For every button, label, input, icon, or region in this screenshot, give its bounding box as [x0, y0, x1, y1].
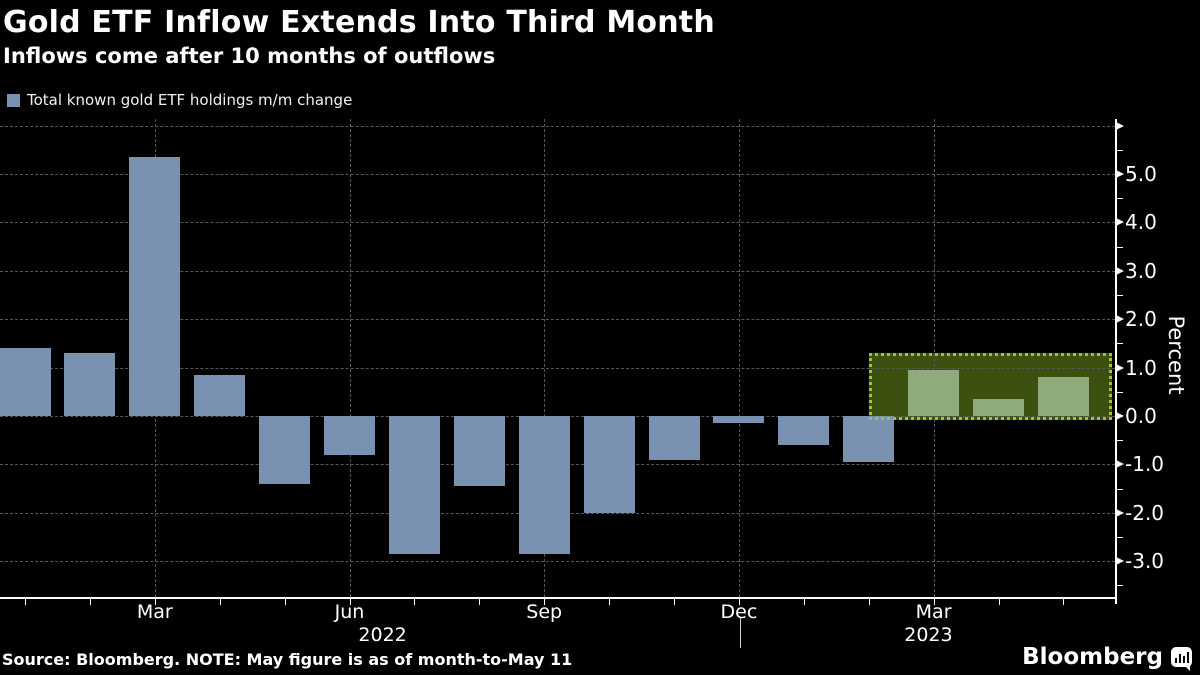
chart-title: Gold ETF Inflow Extends Into Third Month — [3, 5, 715, 40]
bloomberg-chart-bubble-icon — [1171, 647, 1192, 671]
y-axis-major-tick-arrow — [1116, 460, 1124, 469]
bar — [388, 416, 440, 554]
y-axis-tick-label: 3.0 — [1125, 258, 1157, 283]
bar — [648, 416, 700, 460]
x-axis-tick — [868, 599, 870, 605]
y-axis-tick-label: 5.0 — [1125, 162, 1157, 186]
bar — [713, 416, 765, 424]
bar — [259, 416, 311, 484]
x-axis-tick — [609, 599, 611, 605]
x-axis-tick — [738, 599, 740, 605]
y-axis-major-tick-arrow — [1116, 266, 1124, 275]
y-axis-tick-label: 2.0 — [1125, 307, 1157, 332]
h-gridline — [0, 561, 1115, 563]
y-axis-tick-label: -2.0 — [1125, 500, 1165, 525]
y-axis-minor-tick — [1116, 391, 1123, 393]
y-axis-minor-tick — [1116, 537, 1123, 538]
x-axis-year-label: 2022 — [358, 624, 407, 646]
x-axis-month-label: Mar — [136, 601, 173, 623]
bar — [453, 416, 505, 487]
y-axis-major-tick-arrow — [1116, 315, 1124, 324]
x-axis-month-label: Mar — [915, 601, 952, 623]
y-axis-minor-tick — [1116, 149, 1123, 151]
x-axis-tick — [154, 599, 156, 605]
highlight-region-border — [868, 353, 1112, 420]
x-axis-tick — [349, 599, 351, 605]
v-gridline — [349, 119, 351, 597]
y-axis-minor-tick — [1116, 440, 1123, 442]
y-axis-major-tick-arrow — [1116, 363, 1124, 372]
legend-swatch-icon — [7, 93, 20, 107]
bar — [129, 157, 181, 416]
chart-subtitle: Inflows come after 10 months of outflows — [3, 44, 496, 68]
y-axis-tick-label: 1.0 — [1125, 355, 1157, 380]
bar — [583, 416, 635, 513]
x-axis-tick — [803, 599, 805, 605]
h-gridline — [0, 270, 1115, 272]
bar — [194, 374, 246, 416]
y-axis-minor-tick — [1116, 246, 1123, 248]
x-axis-line — [0, 597, 1117, 599]
y-axis-major-tick-arrow — [1116, 170, 1124, 178]
x-axis-tick — [284, 599, 286, 605]
y-axis-tick-label: -1.0 — [1125, 452, 1165, 477]
h-gridline — [0, 174, 1115, 175]
y-axis-line — [1115, 119, 1117, 604]
y-axis-major-tick-arrow — [1116, 121, 1124, 130]
h-gridline — [0, 367, 1115, 369]
x-axis-tick — [219, 599, 221, 605]
bar — [908, 370, 960, 416]
x-axis-month-label: Jun — [334, 601, 365, 623]
bar — [778, 416, 830, 446]
y-axis-minor-tick — [1116, 488, 1123, 490]
bar — [324, 416, 375, 455]
x-axis-tick — [479, 599, 481, 605]
y-axis-tick-label: 4.0 — [1125, 210, 1157, 235]
y-axis-major-tick-arrow — [1116, 557, 1124, 566]
y-axis-minor-tick — [1116, 585, 1123, 587]
x-axis-month-label: Sep — [526, 601, 563, 623]
y-axis-minor-tick — [1116, 343, 1123, 345]
y-axis-minor-tick — [1116, 295, 1123, 296]
bar — [0, 348, 51, 416]
v-gridline — [544, 119, 546, 597]
x-axis-tick — [544, 599, 546, 605]
x-axis-tick — [998, 599, 1000, 605]
y-axis-tick-label: -3.0 — [1125, 549, 1165, 574]
h-gridline — [0, 222, 1115, 224]
x-axis-tick — [414, 599, 416, 605]
x-axis-tick — [25, 599, 26, 605]
legend-label: Total known gold ETF holdings m/m change — [27, 91, 353, 109]
v-gridline — [933, 119, 935, 597]
y-axis-title: Percent — [1164, 315, 1188, 395]
bar — [843, 416, 895, 462]
y-axis-minor-tick — [1116, 198, 1123, 200]
x-axis-tick — [674, 599, 675, 605]
bar — [973, 399, 1024, 416]
y-axis-major-tick-arrow — [1116, 508, 1124, 517]
bar — [518, 416, 570, 554]
y-axis-tick-label: 0.0 — [1125, 404, 1157, 428]
x-axis-year-label: 2023 — [904, 624, 953, 646]
bloomberg-logo: Bloomberg — [1022, 644, 1192, 671]
x-axis-tick — [1063, 599, 1065, 605]
bar — [64, 353, 116, 416]
h-gridline — [0, 319, 1115, 321]
source-note: Source: Bloomberg. NOTE: May figure is a… — [2, 650, 573, 669]
legend: Total known gold ETF holdings m/m change — [7, 91, 352, 109]
y-axis-major-tick-arrow — [1116, 412, 1124, 420]
bloomberg-wordmark: Bloomberg — [1022, 644, 1163, 670]
v-gridline — [738, 119, 740, 597]
y-axis-major-tick-arrow — [1116, 218, 1124, 227]
year-divider-line — [740, 618, 742, 648]
h-gridline — [0, 125, 1115, 127]
x-axis-tick — [89, 599, 91, 605]
bar — [1037, 377, 1089, 416]
x-axis-month-label: Dec — [720, 601, 758, 623]
x-axis-tick — [933, 599, 935, 605]
